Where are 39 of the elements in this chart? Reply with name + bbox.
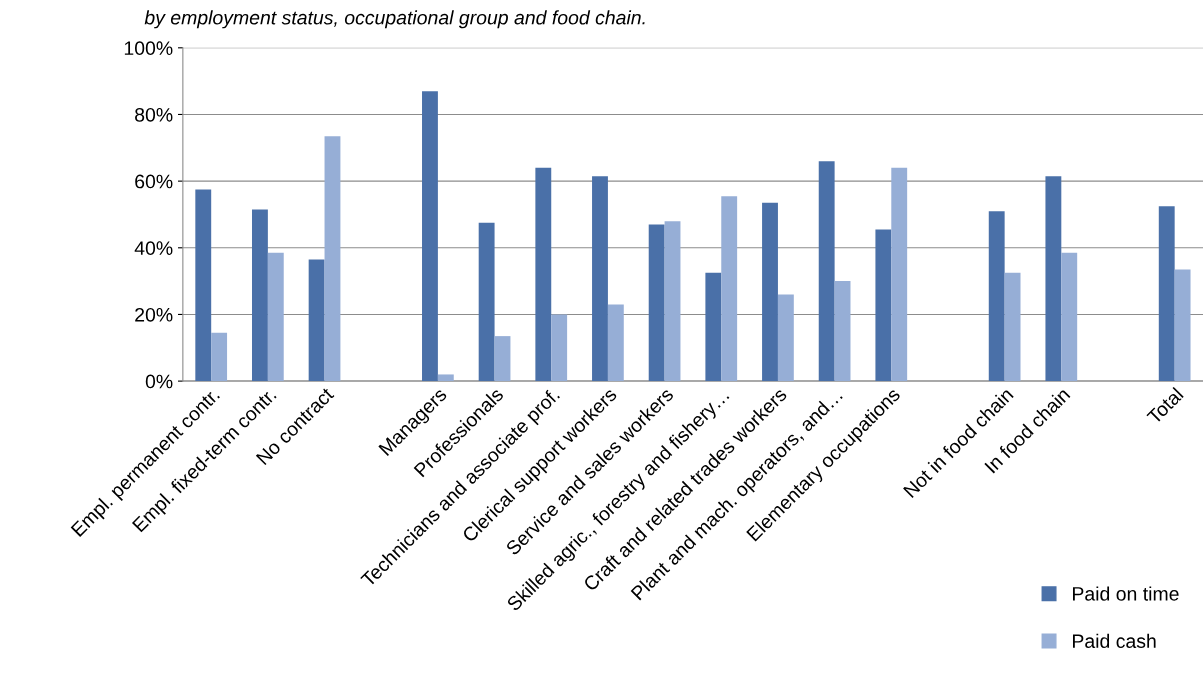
y-tick-label: 40% [134,241,173,256]
bar [1061,252,1078,382]
bar [478,222,495,382]
bar [721,196,738,382]
bar [535,167,552,382]
bar [705,272,722,382]
legend-label: Paid on time [1073,586,1179,601]
legend-label: Paid cash [1073,633,1156,648]
bar [777,294,794,382]
bar [1004,272,1021,382]
bar [834,281,851,382]
y-tick-label: 80% [135,107,173,122]
bar [1158,206,1175,382]
bar [592,176,608,382]
bar [1174,269,1191,382]
bar [308,259,325,382]
bar [551,314,568,382]
bar [211,332,228,382]
bar [875,229,892,382]
bar [437,374,454,382]
bar [607,304,624,382]
y-tick-label: 0% [145,374,173,389]
bar [664,221,681,382]
bar [762,202,778,382]
y-tick-label: 60% [135,174,173,189]
y-tick-label: 20% [135,307,173,322]
bar [422,91,438,382]
bar [648,224,665,382]
chart-title: by employment status, occupational group and food chain. [144,10,645,29]
bar [252,209,268,382]
bar [891,167,908,382]
bar [267,252,284,382]
y-tick-label: 100% [124,41,173,56]
bar [988,211,1005,382]
bar [818,161,835,382]
bar [324,136,341,382]
bar [494,336,511,382]
bar [195,189,212,382]
bar [1045,176,1062,382]
